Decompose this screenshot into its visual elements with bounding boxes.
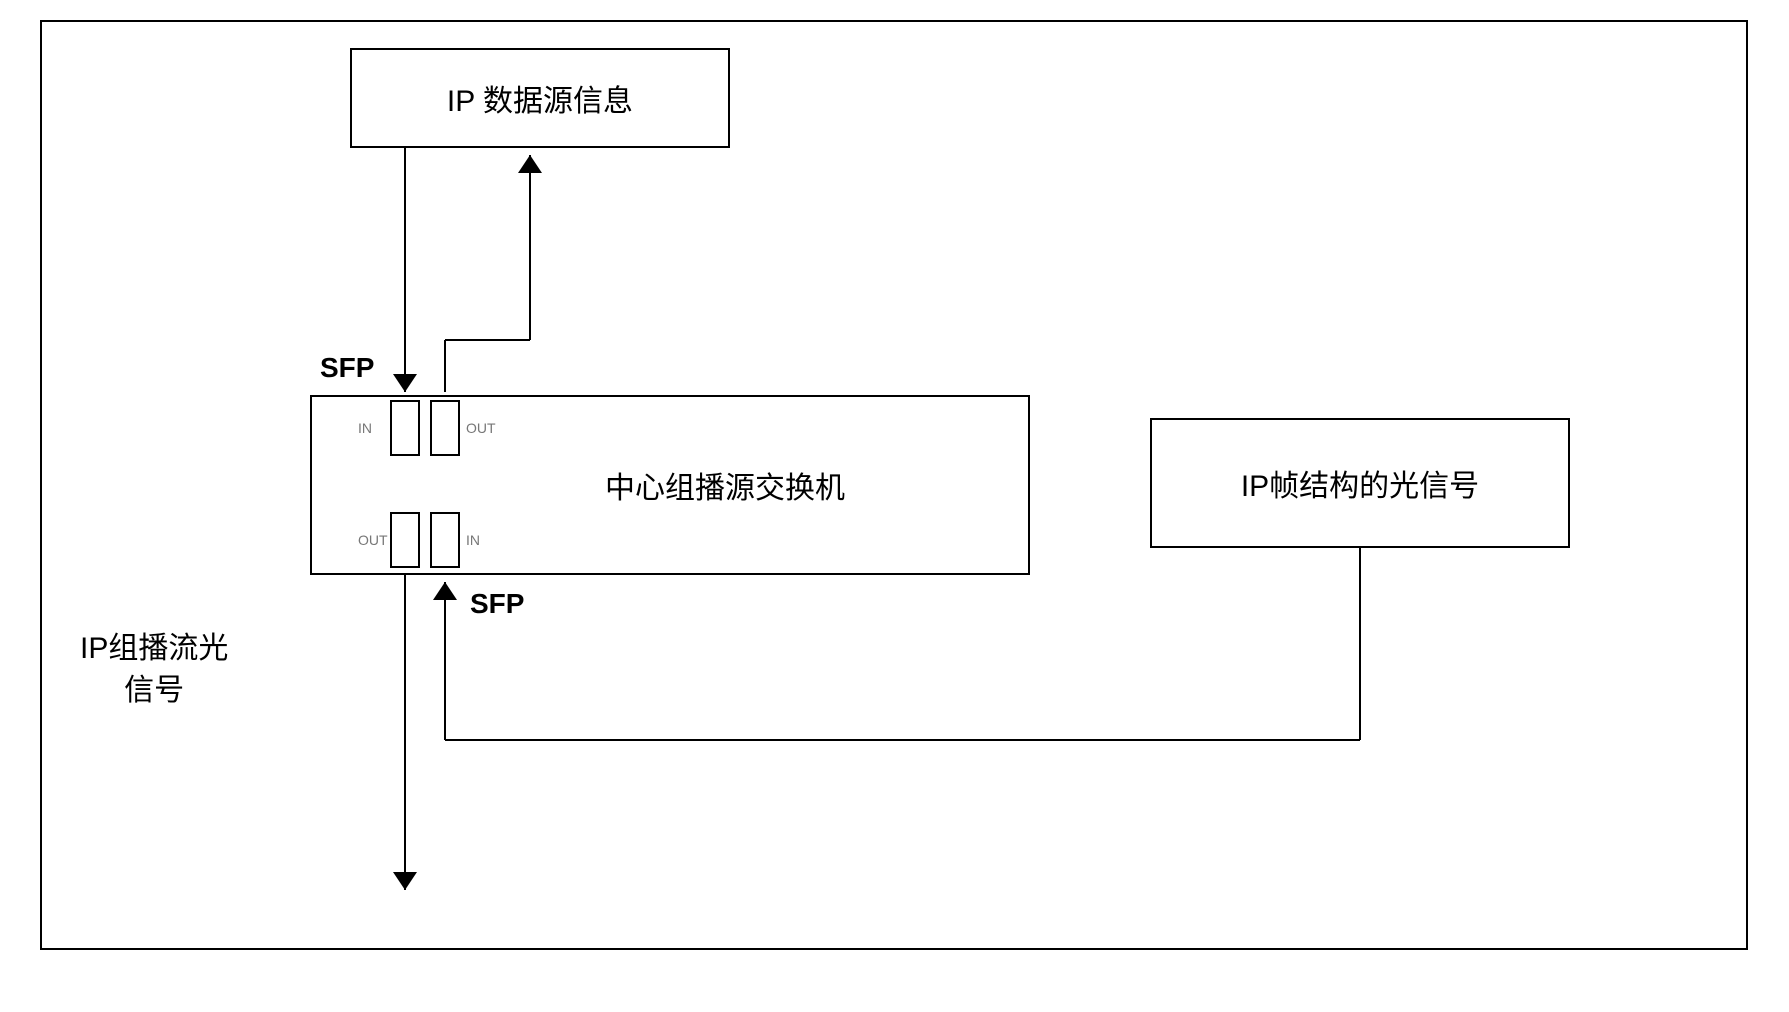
ip-data-source-label: IP 数据源信息 xyxy=(447,76,633,120)
port-top-in-label: IN xyxy=(358,420,372,436)
multicast-signal-label: IP组播流光 信号 xyxy=(80,628,228,712)
port-bot-out-label: OUT xyxy=(358,532,388,548)
sfp-top-label: SFP xyxy=(320,352,374,384)
multicast-line2: 信号 xyxy=(80,670,228,712)
port-bot-out xyxy=(390,512,420,568)
multicast-line1: IP组播流光 xyxy=(80,628,228,670)
port-top-out-label: OUT xyxy=(466,420,496,436)
port-top-out xyxy=(430,400,460,456)
optical-signal-box: IP帧结构的光信号 xyxy=(1150,418,1570,548)
sfp-bot-label: SFP xyxy=(470,588,524,620)
port-top-in xyxy=(390,400,420,456)
port-bot-in xyxy=(430,512,460,568)
ip-data-source-box: IP 数据源信息 xyxy=(350,48,730,148)
switch-label: 中心组播源交换机 xyxy=(605,463,845,507)
port-bot-in-label: IN xyxy=(466,532,480,548)
optical-signal-label: IP帧结构的光信号 xyxy=(1241,461,1479,505)
